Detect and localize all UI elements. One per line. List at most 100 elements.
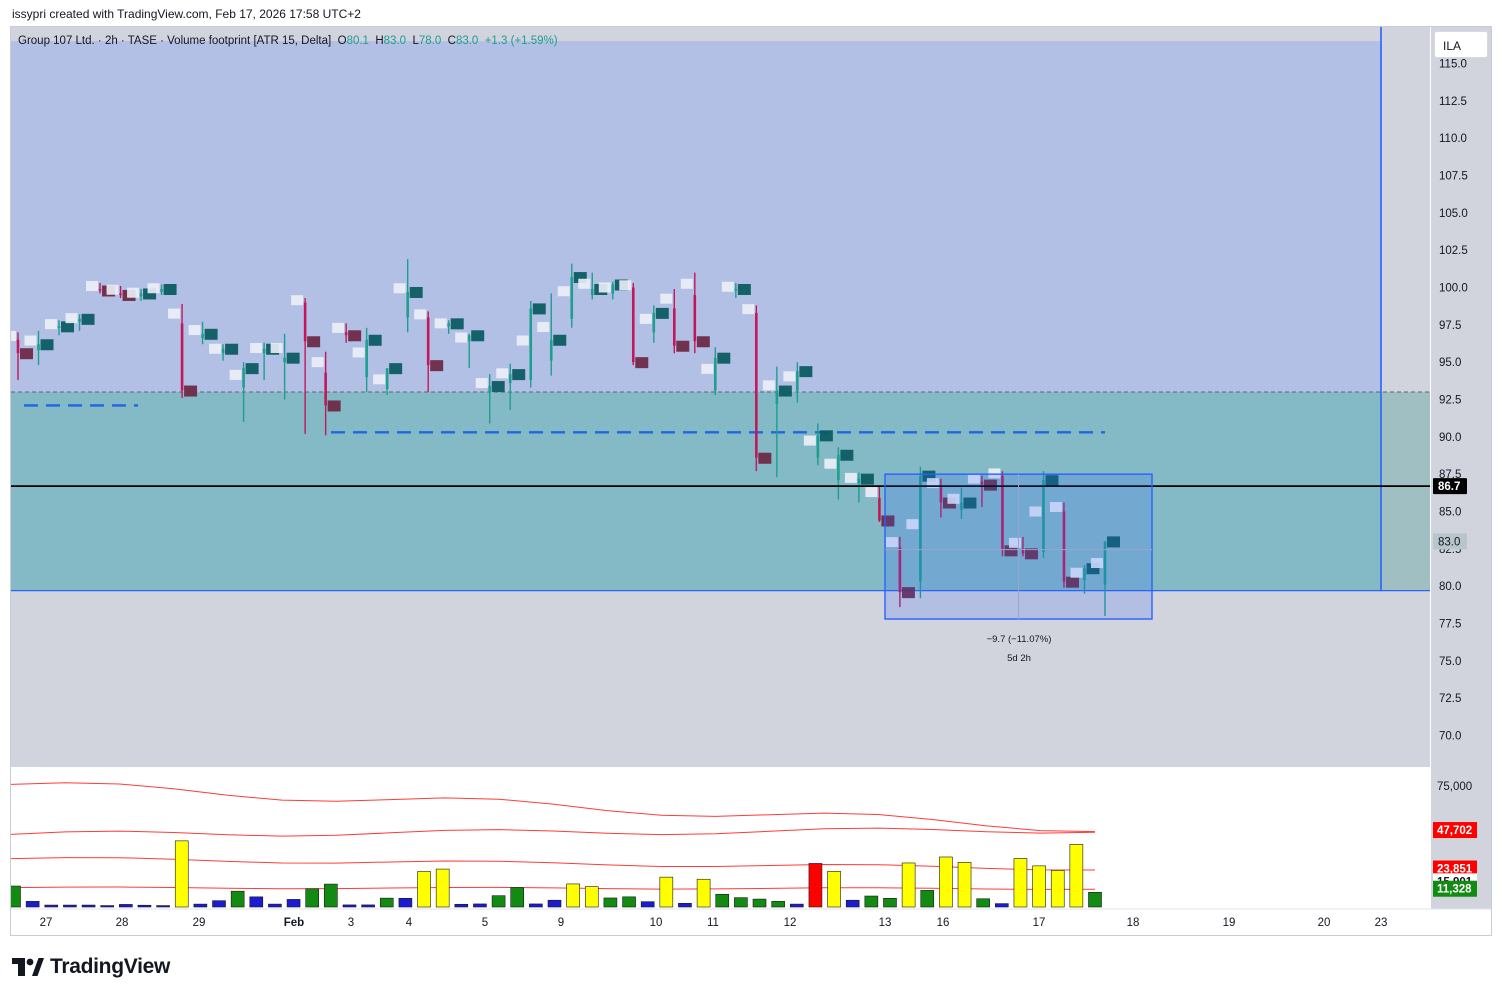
brand-logo[interactable]: TradingView bbox=[12, 955, 170, 979]
volume-bar bbox=[547, 899, 562, 908]
footprint-cell bbox=[1091, 558, 1103, 569]
price-tick-label: 75.0 bbox=[1439, 656, 1461, 668]
candle bbox=[291, 295, 321, 434]
footprint-box bbox=[327, 400, 341, 412]
footprint-box bbox=[430, 360, 444, 372]
low-value: 78.0 bbox=[418, 35, 442, 47]
volume-bar bbox=[696, 878, 711, 908]
footprint-cell bbox=[516, 335, 529, 346]
lower-zone bbox=[11, 392, 1381, 591]
volume-band-1 bbox=[11, 782, 1096, 833]
volume-bar bbox=[491, 895, 506, 908]
footprint-cell bbox=[906, 519, 919, 530]
time-tick-label: 29 bbox=[193, 917, 206, 929]
candle-body bbox=[837, 454, 840, 481]
candle bbox=[1070, 563, 1100, 594]
volume-bar bbox=[529, 903, 543, 908]
footprint-box bbox=[635, 357, 649, 369]
footprint-cell bbox=[11, 331, 16, 342]
time-tick-label: 17 bbox=[1033, 917, 1046, 929]
footprint-box bbox=[450, 318, 464, 330]
footprint-cell bbox=[270, 342, 283, 353]
time-tick-label: 4 bbox=[406, 917, 413, 929]
candle bbox=[865, 486, 895, 527]
volume-bar bbox=[715, 893, 730, 908]
footprint-box bbox=[409, 286, 423, 298]
footprint-box bbox=[245, 363, 259, 375]
last-price-tag-label: 86.7 bbox=[1438, 481, 1460, 493]
footprint-cell bbox=[742, 304, 755, 315]
volume-bar bbox=[622, 896, 636, 908]
candle-body bbox=[160, 288, 163, 292]
candle-body bbox=[37, 344, 40, 351]
currency-button[interactable]: ILA bbox=[1434, 31, 1488, 58]
volume-bar bbox=[1032, 865, 1046, 908]
candle-body bbox=[898, 547, 902, 593]
volume-bar bbox=[454, 903, 469, 908]
time-tick-label: 13 bbox=[879, 917, 892, 929]
candle-body bbox=[221, 348, 225, 354]
footprint-cell bbox=[578, 278, 591, 289]
candle-body bbox=[1083, 568, 1086, 581]
candle-body bbox=[78, 318, 81, 322]
candle-body bbox=[1021, 548, 1025, 554]
footprint-cell bbox=[106, 284, 119, 295]
footprint-box bbox=[184, 385, 198, 397]
footprint-cell bbox=[168, 308, 181, 319]
footprint-box bbox=[881, 515, 895, 527]
candle bbox=[537, 293, 567, 376]
price-tick-label: 80.0 bbox=[1439, 581, 1461, 593]
price-tick-label: 112.5 bbox=[1439, 96, 1467, 108]
footprint-box bbox=[737, 283, 751, 295]
candle bbox=[332, 322, 362, 343]
volume-bar bbox=[827, 871, 841, 908]
volume-band-tag bbox=[1433, 880, 1477, 897]
volume-bar bbox=[1013, 858, 1028, 908]
price-tick-label: 70.0 bbox=[1439, 731, 1461, 743]
volume-bar bbox=[379, 897, 394, 908]
candle bbox=[742, 304, 772, 472]
footprint-box bbox=[901, 587, 915, 599]
time-tick-label: Feb bbox=[284, 917, 304, 929]
price-tick-label: 107.5 bbox=[1439, 171, 1468, 183]
candle-body bbox=[878, 498, 881, 521]
time-tick-label: 12 bbox=[784, 917, 797, 929]
candle bbox=[701, 347, 731, 396]
volume-bar bbox=[286, 899, 301, 908]
volume-band-3 bbox=[11, 857, 1096, 871]
volume-band-tag bbox=[1433, 822, 1477, 839]
volume-bar bbox=[11, 885, 21, 908]
volume-band-tag-label: 11,328 bbox=[1437, 884, 1472, 896]
footprint-cell bbox=[537, 322, 550, 333]
volume-bar bbox=[939, 856, 953, 908]
footprint-cell bbox=[988, 468, 1001, 479]
footprint-box bbox=[225, 343, 239, 355]
candle-body bbox=[611, 284, 615, 294]
candle-body bbox=[693, 294, 697, 342]
volume-pane-background bbox=[11, 769, 1430, 907]
volume-bar bbox=[100, 905, 114, 908]
volume-bar bbox=[398, 897, 413, 908]
candle-body bbox=[919, 475, 922, 582]
candle-body bbox=[939, 487, 943, 503]
volume-bar bbox=[305, 888, 320, 908]
volume-bar bbox=[901, 862, 916, 908]
footprint-box bbox=[1045, 475, 1059, 487]
volume-bar bbox=[324, 883, 338, 908]
open-label: O bbox=[337, 35, 347, 47]
footprint-cell bbox=[967, 473, 980, 484]
volume-bar bbox=[808, 863, 823, 908]
candle-body bbox=[467, 335, 471, 342]
candle bbox=[475, 374, 505, 424]
brand-name: TradingView bbox=[50, 955, 171, 978]
footprint-box bbox=[40, 339, 54, 351]
candle-body bbox=[488, 386, 492, 393]
price-scale-tag bbox=[1433, 533, 1467, 550]
footprint-cell bbox=[885, 537, 898, 548]
footprint-cell bbox=[291, 295, 304, 306]
volume-bar bbox=[417, 871, 431, 908]
candle-body bbox=[201, 333, 204, 339]
footprint-cell bbox=[127, 287, 140, 298]
footprint-box bbox=[61, 321, 75, 333]
